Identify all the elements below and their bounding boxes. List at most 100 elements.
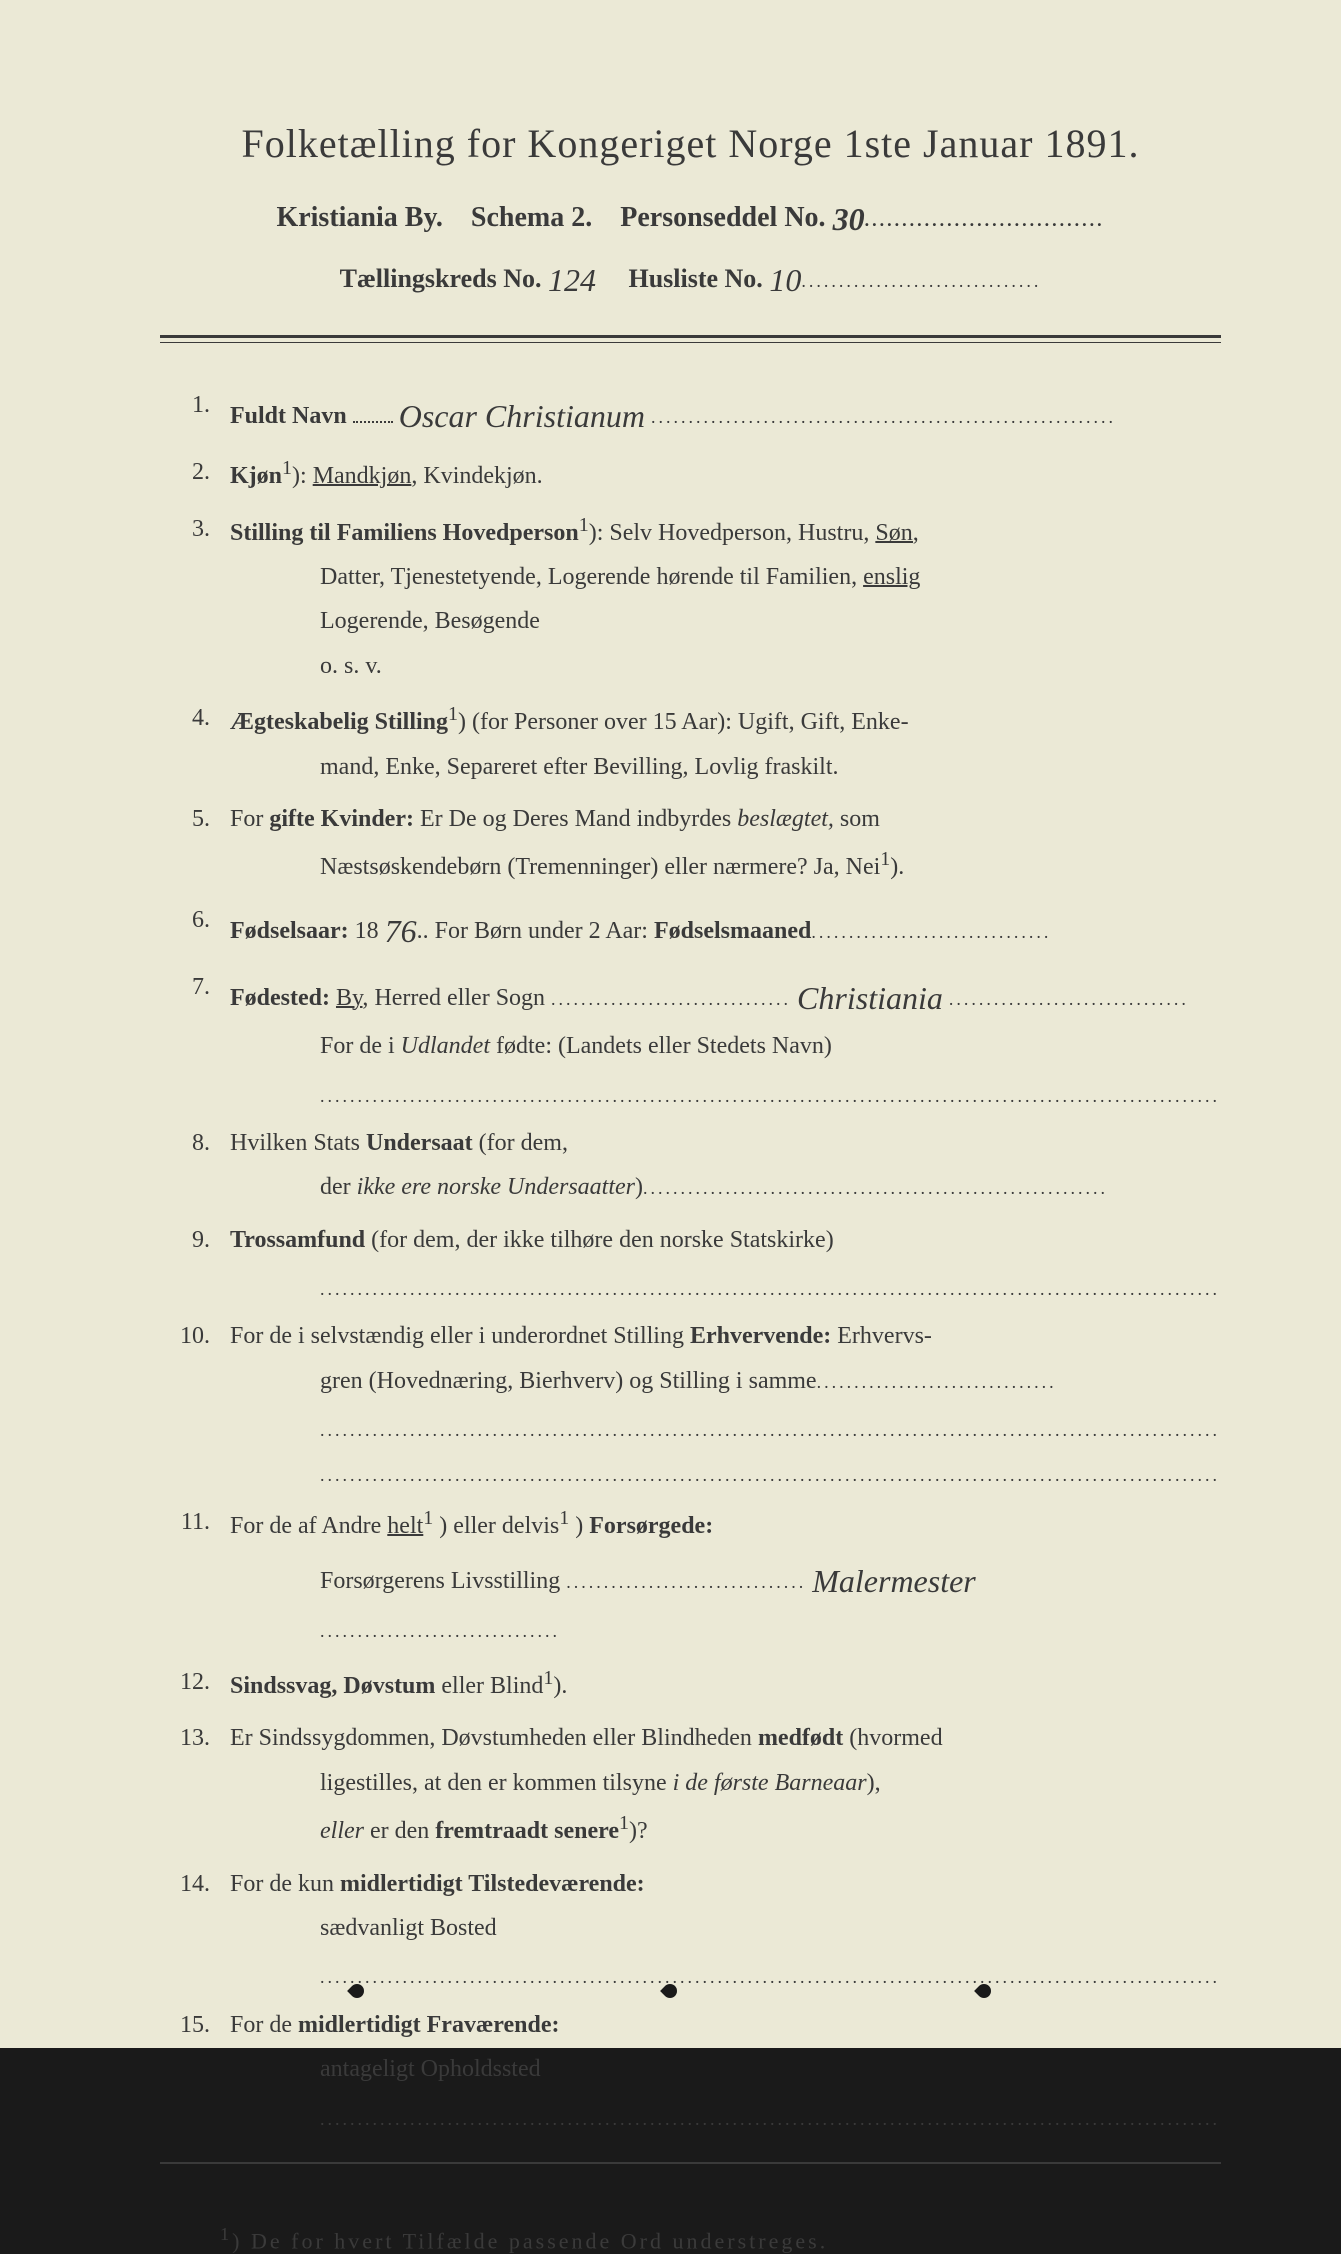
footnote: 1) De for hvert Tilfælde passende Ord un… [160,2224,1221,2254]
text: ) [575,1513,589,1539]
item-num: 5. [160,797,210,841]
text: ): Selv Hovedperson, Hustru, [589,520,870,546]
personseddel-label: Personseddel No. [620,202,825,233]
item-num: 8. [160,1121,210,1165]
dot-filler [320,2100,1220,2126]
text: For de [230,2012,298,2038]
item-num: 9. [160,1218,210,1262]
provider-value: Malermester [812,1563,976,1599]
item-5: 5. For gifte Kvinder: Er De og Deres Man… [160,797,1221,890]
husliste-label: Husliste No. [628,264,762,293]
dot-filler [643,1174,1108,1200]
item-13: 13. Er Sindssygdommen, Døvstumheden elle… [160,1716,1221,1853]
sup: 1 [220,2224,232,2244]
binding-holes [0,1984,1341,1998]
item-7: 7. Fødested: By, Herred eller Sogn Chris… [160,965,1221,1113]
text: Herred eller Sogn [374,985,545,1011]
name-value: Oscar Christianum [399,398,645,434]
sup: 1 [579,514,589,536]
hole-icon [974,1981,994,2001]
field-label: Forsørgede: [589,1513,713,1539]
text: som [840,806,880,832]
text: For de i selvstændig eller i underordnet… [230,1323,690,1349]
text: ) (for Personer over 15 Aar): Ugift, Gif… [458,709,909,735]
divider-top [160,335,1221,343]
text: ) eller delvis [439,1513,559,1539]
item-6: 6. Fødselsaar: 18 76.. For Børn under 2 … [160,898,1221,957]
item-num: 12. [160,1660,210,1704]
line2: gren (Hovednæring, Bierhverv) og Stillin… [230,1359,1221,1403]
husliste-no: 10 [769,262,801,298]
dot-filler [801,264,1041,293]
item-4: 4. Ægteskabelig Stilling1) (for Personer… [160,696,1221,789]
item-num: 6. [160,898,210,942]
year-prefix: 18 [355,918,379,944]
field-label: Stilling til Familiens Hovedperson [230,520,579,546]
item-15: 15. For de midlertidigt Fraværende: anta… [160,2003,1221,2136]
page-title: Folketælling for Kongeriget Norge 1ste J… [160,120,1221,167]
line3: eller er den fremtraadt senere1)? [230,1805,1221,1853]
item-14: 14. For de kun midlertidigt Tilstedevære… [160,1862,1221,1995]
field-label: Fuldt Navn [230,403,347,429]
underlined: helt [387,1513,423,1539]
item-1: 1. Fuldt Navn Oscar Christianum [160,383,1221,442]
text: Hvilken Stats [230,1130,366,1156]
line2: ligestilles, at den er kommen tilsyne i … [230,1761,1221,1805]
item-num: 14. [160,1862,210,1906]
item-num: 3. [160,507,210,551]
personseddel-no: 30 [833,201,865,237]
dot-filler [651,403,1116,429]
item-num: 13. [160,1716,210,1760]
item-10: 10. For de i selvstændig eller i underor… [160,1314,1221,1492]
kreds-no: 124 [548,262,596,298]
field-label: Sindssvag, Døvstum [230,1673,435,1699]
dot-line [230,1403,1221,1447]
hole-icon [347,1981,367,2001]
sup: 1 [448,703,458,725]
item-num: 10. [160,1314,210,1358]
dot-line [230,1262,1221,1306]
line2: antageligt Opholdssted [230,2047,1221,2136]
form-items: 1. Fuldt Navn Oscar Christianum 2. Kjøn1… [160,383,1221,2136]
item-num: 11. [160,1500,210,1544]
text: Er De og Deres Mand indbyrdes [420,806,737,832]
dot-filler [320,1617,560,1643]
line2: sædvanligt Bosted [230,1906,1221,1995]
field-label: Ægteskabelig Stilling [230,709,448,735]
dot-filler [949,985,1189,1011]
text: Er Sindssygdommen, Døvstumheden eller Bl… [230,1725,758,1751]
dot-line [230,1068,1221,1112]
line2: For de i Udlandet fødte: (Landets eller … [230,1024,1221,1068]
italic: beslægtet, [737,806,834,832]
dot-filler [811,918,1051,944]
item-2: 2. Kjøn1): Mandkjøn, Kvindekjøn. [160,450,1221,498]
birthplace-value: Christiania [797,980,943,1016]
text: Erhvervs- [837,1323,932,1349]
dot-filler [353,421,393,423]
gender-selected: Mandkjøn [313,463,412,489]
field-label: midlertidigt Fraværende: [298,2012,560,2038]
hole-icon [661,1981,681,2001]
field-label: midlertidigt Tilstedeværende: [340,1871,645,1897]
dot-filler [551,985,791,1011]
item-num: 4. [160,696,210,740]
text: (for dem, der ikke tilhøre den norske St… [371,1227,834,1253]
field-label: Erhvervende: [690,1323,831,1349]
line2: Datter, Tjenestetyende, Logerende hørend… [230,555,1221,599]
header-line-3: Tællingskreds No. 124 Husliste No. 10 [160,258,1221,295]
field-label: Trossamfund [230,1227,365,1253]
item-11: 11. For de af Andre helt1 ) eller delvis… [160,1500,1221,1652]
line4: o. s. v. [230,644,1221,688]
footnote-text: ) De for hvert Tilfælde passende Ord und… [232,2228,828,2253]
item-9: 9. Trossamfund (for dem, der ikke tilhør… [160,1218,1221,1307]
line3: Logerende, Besøgende [230,599,1221,643]
item-8: 8. Hvilken Stats Undersaat (for dem, der… [160,1121,1221,1210]
dot-line [230,1448,1221,1492]
item-num: 15. [160,2003,210,2047]
field-label: Undersaat [366,1130,473,1156]
field-label: Kjøn [230,463,282,489]
census-form-page: Folketælling for Kongeriget Norge 1ste J… [0,0,1341,2048]
item-num: 2. [160,450,210,494]
text: (hvormed [849,1725,942,1751]
text: For de kun [230,1871,340,1897]
